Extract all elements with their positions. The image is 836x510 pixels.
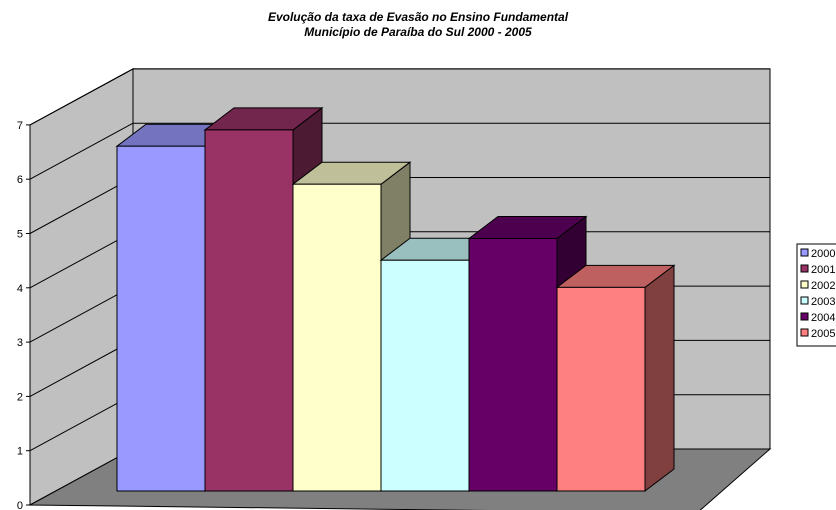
chart-subtitle: Município de Paraíba do Sul 2000 - 2005 — [304, 25, 532, 39]
y-axis: 0 1 2 3 4 5 6 7 — [17, 120, 31, 510]
bar-front — [292, 183, 382, 492]
y-tick-label: 0 — [17, 500, 23, 510]
side-gridline — [29, 122, 134, 180]
legend: 2000 2001 2002 2003 2004 2005 — [796, 243, 836, 347]
legend-label: 2005 — [811, 328, 835, 340]
bar-front — [556, 286, 646, 492]
legend-swatch — [800, 248, 809, 257]
bar-front — [468, 238, 558, 492]
bar-front — [116, 145, 206, 492]
bar-2005 — [555, 264, 676, 493]
legend-swatch — [800, 264, 809, 273]
legend-label: 2000 — [811, 248, 835, 260]
bar-front — [380, 259, 470, 492]
legend-swatch — [800, 280, 809, 289]
y-tick-label: 4 — [17, 283, 23, 295]
side-gridline — [29, 68, 134, 126]
legend-swatch — [800, 296, 809, 305]
bar-side — [644, 264, 675, 493]
side-gridline — [29, 339, 134, 397]
chart-title: Evolução da taxa de Evasão no Ensino Fun… — [267, 10, 569, 24]
y-tick-label: 2 — [17, 391, 23, 403]
y-tick-label: 6 — [17, 174, 23, 186]
bar-front — [204, 129, 294, 492]
legend-swatch — [800, 328, 809, 337]
legend-label: 2003 — [811, 296, 835, 308]
side-gridline — [29, 177, 134, 234]
legend-label: 2004 — [811, 312, 835, 324]
legend-label: 2001 — [811, 264, 835, 276]
y-tick-label: 1 — [17, 446, 23, 458]
y-tick-label: 3 — [17, 337, 23, 349]
side-gridline — [29, 285, 134, 343]
bars — [115, 106, 676, 493]
y-tick-label: 7 — [17, 120, 23, 132]
side-gridline — [29, 394, 134, 452]
side-gridline — [29, 231, 134, 289]
y-tick-label: 5 — [17, 229, 23, 241]
legend-label: 2002 — [811, 280, 835, 292]
legend-swatch — [800, 312, 809, 321]
